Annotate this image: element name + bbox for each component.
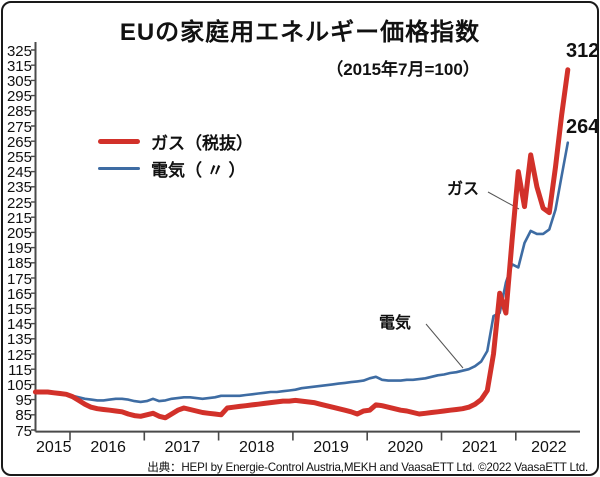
source-note: 出典：HEPI by Energie-Control Austria,MEKH … (147, 461, 588, 474)
y-tick-label: 175 (6, 270, 32, 288)
y-tick-label: 105 (6, 376, 32, 394)
y-tick-label: 225 (6, 194, 32, 212)
y-tick-label: 305 (6, 72, 32, 90)
y-tick-label: 155 (6, 300, 32, 318)
y-tick-label: 165 (6, 285, 32, 303)
y-tick-label: 85 (15, 407, 32, 425)
chart-title: EUの家庭用エネルギー価格指数 (119, 19, 481, 46)
x-year-label: 2016 (90, 439, 126, 456)
x-year-label: 2022 (531, 439, 567, 456)
x-year-label: 2021 (461, 439, 498, 456)
legend-item-electricity: 電気（ 〃 ） (98, 155, 253, 182)
electricity-end-value: 264 (566, 116, 599, 138)
y-tick-label: 325 (6, 42, 32, 60)
y-tick-label: 205 (6, 224, 32, 242)
electricity-line-swatch (98, 167, 140, 170)
y-tick-label: 215 (6, 209, 32, 227)
y-tick-label: 75 (15, 422, 32, 440)
gas-end-value: 312 (566, 40, 599, 62)
y-tick-label: 245 (6, 164, 32, 182)
y-tick-label: 145 (6, 316, 32, 334)
y-tick-label: 185 (6, 255, 32, 273)
y-tick-label: 125 (6, 346, 32, 364)
gas-line-swatch (98, 139, 140, 144)
y-tick-label: 95 (15, 392, 32, 410)
y-tick-label: 275 (6, 118, 32, 136)
y-tick-label: 195 (6, 240, 32, 258)
legend-label-gas: ガス（税抜） (151, 134, 253, 153)
y-tick-label: 235 (6, 179, 32, 197)
y-tick-label: 255 (6, 148, 32, 166)
y-tick-label: 135 (6, 331, 32, 349)
legend-item-gas: ガス（税抜） (98, 128, 253, 155)
x-year-label: 2017 (164, 439, 201, 456)
plot-svg (31, 42, 580, 441)
electricity-series-line (34, 141, 570, 404)
x-year-label: 2015 (35, 439, 72, 456)
y-tick-label: 295 (6, 88, 32, 106)
y-tick-label: 115 (8, 361, 32, 379)
y-tick-label: 315 (6, 57, 32, 75)
x-year-label: 2019 (313, 439, 349, 456)
legend: ガス（税抜） 電気（ 〃 ） (98, 128, 253, 182)
electricity-annotation-leader (425, 323, 464, 369)
gas-series-line (32, 67, 571, 421)
y-tick-label: 265 (6, 133, 32, 151)
chart-subtitle: （2015年7月=100） (326, 60, 480, 79)
y-tick-label: 285 (6, 103, 32, 121)
electricity-series-annotation: 電気 (379, 315, 412, 332)
x-year-label: 2020 (387, 439, 424, 456)
x-year-label: 2018 (238, 439, 275, 456)
legend-label-electricity: 電気（ 〃 ） (151, 161, 246, 180)
axes (34, 42, 580, 433)
gas-series-annotation: ガス (447, 181, 480, 198)
